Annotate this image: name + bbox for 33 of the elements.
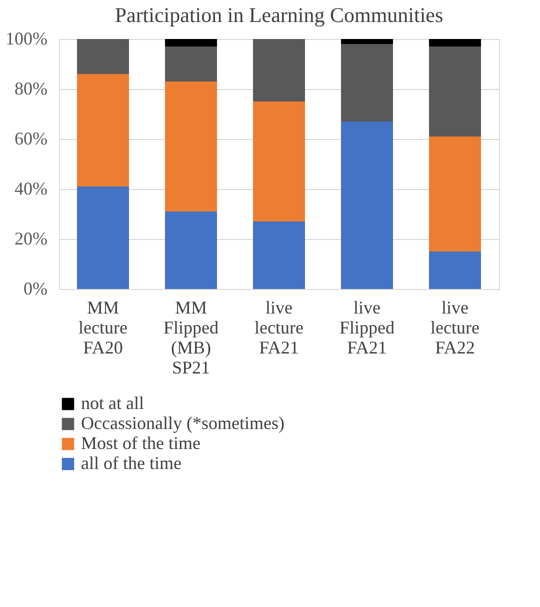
bar xyxy=(341,39,393,44)
bar xyxy=(253,222,305,289)
bar xyxy=(341,122,393,289)
bar xyxy=(253,102,305,222)
y-tick-label: 60% xyxy=(14,128,48,148)
y-tick-label: 100% xyxy=(6,28,48,48)
legend-label: not at all xyxy=(81,393,144,413)
bar xyxy=(341,44,393,122)
x-tick-label: MM Flipped (MB) SP21 xyxy=(163,298,219,378)
y-tick-label: 0% xyxy=(24,278,48,298)
x-tick-label: live lecture FA22 xyxy=(430,298,480,358)
bar xyxy=(165,82,217,212)
bar xyxy=(429,136,481,252)
x-tick-label: MM lecture FA20 xyxy=(78,298,128,358)
bar xyxy=(165,39,217,46)
legend-label: all of the time xyxy=(81,453,182,473)
bar xyxy=(77,74,129,186)
bar xyxy=(429,46,481,136)
x-tick-label: live Flipped FA21 xyxy=(339,298,395,358)
bar xyxy=(165,46,217,82)
y-tick-label: 20% xyxy=(14,228,48,248)
bar xyxy=(77,186,129,289)
bar xyxy=(77,39,129,74)
legend-label: Occassionally (*sometimes) xyxy=(81,413,284,433)
y-tick-label: 40% xyxy=(14,178,48,198)
x-tick-label: live lecture FA21 xyxy=(254,298,304,358)
bar xyxy=(429,252,481,289)
bar xyxy=(253,39,305,102)
y-tick-label: 80% xyxy=(14,78,48,98)
bar xyxy=(429,39,481,46)
chart-title: Participation in Learning Communities xyxy=(114,3,444,27)
bar xyxy=(165,212,217,289)
legend-label: Most of the time xyxy=(81,433,200,453)
